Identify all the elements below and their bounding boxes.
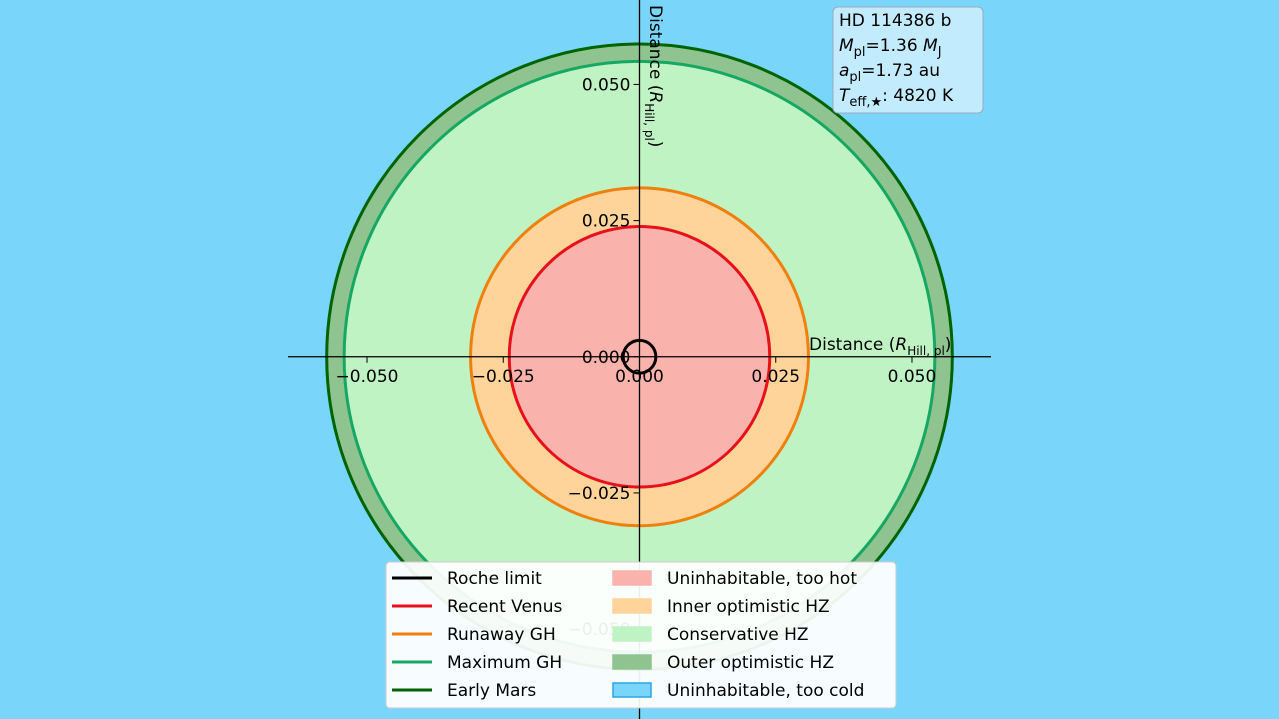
x-label: Distance (RHill, pl) <box>809 335 951 358</box>
legend-patch <box>612 682 652 698</box>
legend-label: Uninhabitable, too cold <box>667 681 864 701</box>
info-line: Mpl=1.36 MJ <box>839 36 942 60</box>
x-tick-label: 0.050 <box>888 367 937 387</box>
legend-label: Early Mars <box>447 681 536 701</box>
legend-patch <box>612 570 652 586</box>
info-line: Teff,★: 4820 K <box>839 86 954 110</box>
legend-patch <box>612 654 652 670</box>
x-tick-label: 0.025 <box>751 367 800 387</box>
y-tick-label: 0.025 <box>582 212 631 232</box>
info-line: HD 114386 b <box>839 11 951 31</box>
y-tick-label: 0.000 <box>582 348 631 368</box>
label-sub: Hill, pl <box>642 103 656 141</box>
x-tick-label: −0.025 <box>472 367 535 387</box>
info-text: M <box>839 36 854 56</box>
y-tick-label: 0.050 <box>582 75 631 95</box>
legend: Roche limit Recent Venus Runaway GH Maximum… <box>385 561 897 709</box>
legend-patch <box>612 626 652 642</box>
label-symbol: R <box>895 335 907 355</box>
label-text: ) <box>945 335 952 355</box>
info-text: J <box>937 45 942 60</box>
info-line: apl=1.73 au <box>839 61 940 85</box>
label-text: Distance ( <box>809 335 895 355</box>
legend-label: Conservative HZ <box>667 625 809 645</box>
info-text: =1.36 <box>866 36 924 56</box>
y-label: Distance (RHill, pl) <box>642 5 665 147</box>
info-text: pl <box>854 45 866 60</box>
info-text: a <box>839 61 849 81</box>
legend-label: Recent Venus <box>447 597 562 617</box>
legend-label: Outer optimistic HZ <box>667 653 834 673</box>
label-symbol: R <box>645 91 665 103</box>
legend-label: Uninhabitable, too hot <box>667 569 857 589</box>
x-tick-label: −0.050 <box>336 367 399 387</box>
y-tick-label: −0.025 <box>568 484 631 504</box>
x-tick-label: 0.000 <box>615 367 664 387</box>
label-sub: Hill, pl <box>907 344 945 358</box>
info-text: =1.73 au <box>861 61 940 81</box>
info-text: eff,★ <box>849 95 882 110</box>
legend-label: Inner optimistic HZ <box>667 597 830 617</box>
info-text: : 4820 K <box>882 86 954 106</box>
info-text: pl <box>849 70 861 85</box>
info-text: T <box>839 86 851 106</box>
label-text: ) <box>645 141 665 148</box>
legend-label: Roche limit <box>447 569 542 589</box>
label-text: Distance ( <box>645 5 665 91</box>
info-text: M <box>923 36 938 56</box>
legend-label: Runaway GH <box>447 625 556 645</box>
legend-patch <box>612 598 652 614</box>
legend-label: Maximum GH <box>447 653 562 673</box>
info-box <box>832 6 984 114</box>
info-text: HD 114386 b <box>839 11 951 31</box>
